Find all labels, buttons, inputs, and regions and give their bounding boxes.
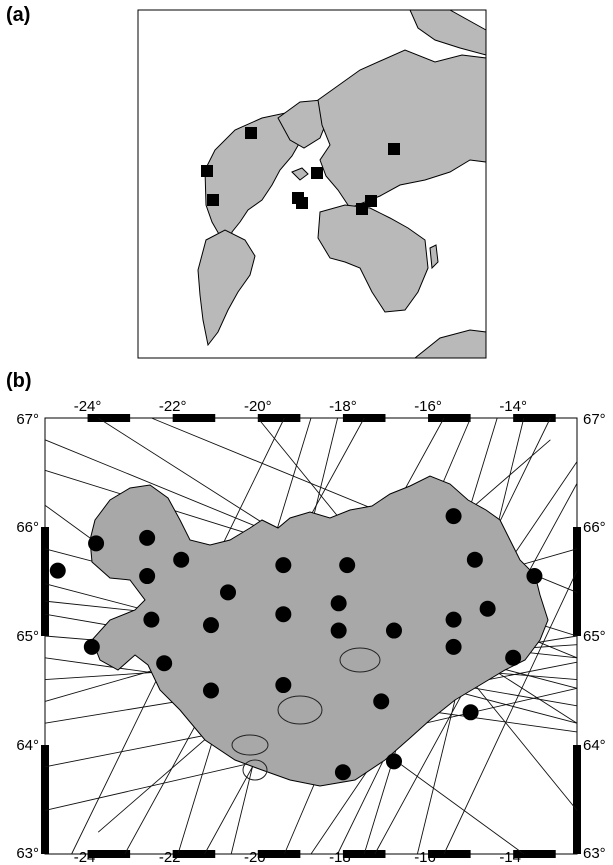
station-marker [373, 693, 390, 710]
y-tick-label-left: 64° [16, 737, 39, 754]
frame-bar-bottom [428, 850, 471, 858]
station-marker [143, 611, 160, 628]
frame-bar-bottom [172, 850, 216, 858]
station-marker [526, 568, 543, 585]
glacier-outline [231, 734, 269, 756]
frame-bar-top [87, 414, 131, 422]
frame-bar-bottom [257, 850, 301, 858]
frame-bar-bottom [513, 850, 556, 858]
station-marker [330, 595, 347, 612]
frame-bar-top [513, 414, 556, 422]
y-tick-label-right: 64° [583, 737, 606, 754]
station-marker [202, 617, 219, 634]
frame-bar-bottom [87, 850, 131, 858]
panel-a-label: (a) [6, 4, 31, 26]
station-marker [275, 557, 292, 574]
station-marker [139, 529, 156, 546]
x-tick-label-bottom: -16° [414, 849, 442, 865]
x-tick-label-bottom: -24° [74, 849, 102, 865]
frame-bar-top [172, 414, 216, 422]
frame-bar-top [428, 414, 471, 422]
iceland-landmass [89, 475, 549, 787]
station-marker [139, 568, 156, 585]
x-tick-label-top: -22° [159, 398, 187, 415]
station-marker [445, 508, 462, 525]
x-tick-label-bottom: -20° [244, 849, 272, 865]
y-tick-label-right: 63° [583, 845, 606, 862]
y-tick-label-left: 67° [16, 411, 39, 428]
x-tick-label-top: -14° [499, 398, 527, 415]
station-marker [88, 535, 105, 552]
y-tick-label-left: 63° [16, 845, 39, 862]
y-tick-label-right: 66° [583, 519, 606, 536]
station-marker [220, 584, 237, 601]
frame-bar-top [257, 414, 301, 422]
station-marker [445, 638, 462, 655]
station-marker [462, 704, 479, 721]
station-marker [330, 622, 347, 639]
frame-bar-left [41, 527, 49, 636]
y-tick-label-right: 65° [583, 628, 606, 645]
y-tick-label-left: 66° [16, 519, 39, 536]
station-marker [445, 611, 462, 628]
station-marker [275, 606, 292, 623]
x-tick-label-bottom: -22° [159, 849, 187, 865]
x-tick-label-top: -16° [414, 398, 442, 415]
station-marker [49, 562, 66, 579]
station-marker [334, 764, 351, 781]
station-marker [479, 600, 496, 617]
station-marker [275, 677, 292, 694]
glacier-outline [339, 647, 381, 673]
station-marker [83, 638, 100, 655]
station-marker [385, 753, 402, 770]
station-marker [505, 649, 522, 666]
station-marker [202, 682, 219, 699]
glacier-outline [242, 759, 268, 781]
x-tick-label-bottom: -18° [329, 849, 357, 865]
station-marker [339, 557, 356, 574]
frame-bar-right [573, 527, 581, 636]
station-marker [466, 551, 483, 568]
x-tick-label-top: -20° [244, 398, 272, 415]
frame-bar-left [41, 745, 49, 854]
glacier-outline [277, 695, 323, 725]
y-tick-label-right: 67° [583, 411, 606, 428]
x-tick-label-top: -24° [74, 398, 102, 415]
x-tick-label-top: -18° [329, 398, 357, 415]
station-marker [173, 551, 190, 568]
ray-path-line [443, 570, 578, 855]
y-tick-label-left: 65° [16, 628, 39, 645]
x-tick-label-bottom: -14° [499, 849, 527, 865]
frame-bar-right [573, 745, 581, 854]
panel-b-label: (b) [6, 370, 32, 392]
station-marker [385, 622, 402, 639]
station-marker [156, 655, 173, 672]
